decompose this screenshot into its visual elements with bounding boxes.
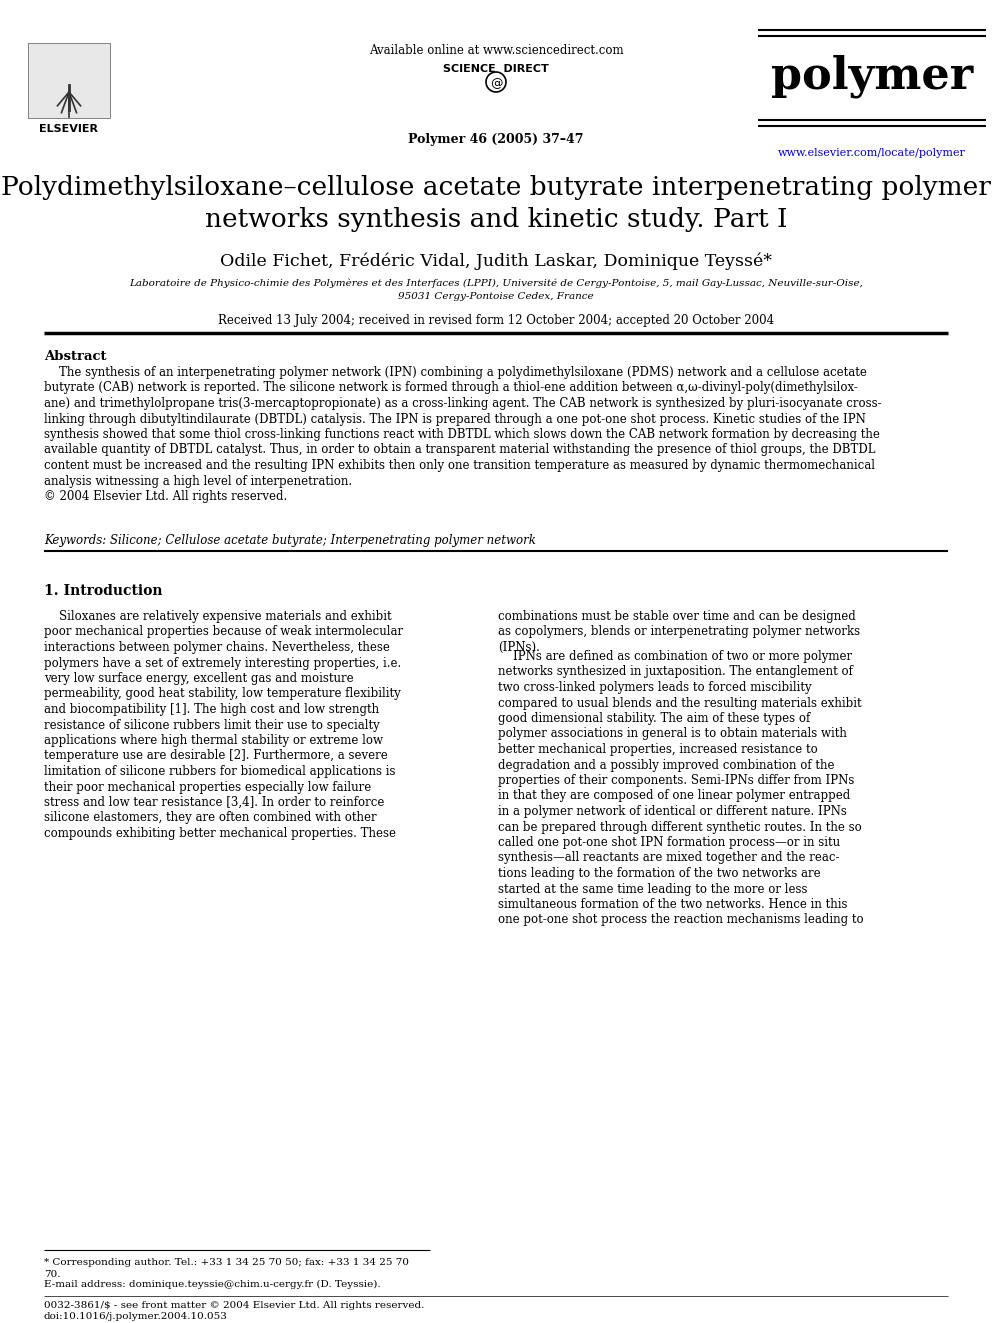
- Text: @: @: [490, 77, 502, 90]
- Bar: [28, 44, 110, 118]
- Text: 0032-3861/$ - see front matter © 2004 Elsevier Ltd. All rights reserved.: 0032-3861/$ - see front matter © 2004 El…: [44, 1301, 425, 1310]
- Text: SCIENCE  DIRECT: SCIENCE DIRECT: [443, 64, 549, 74]
- Text: E-mail address: dominique.teyssie@chim.u-cergy.fr (D. Teyssie).: E-mail address: dominique.teyssie@chim.u…: [44, 1279, 381, 1289]
- Text: * Corresponding author. Tel.: +33 1 34 25 70 50; fax: +33 1 34 25 70: * Corresponding author. Tel.: +33 1 34 2…: [44, 1258, 409, 1267]
- Text: Polymer 46 (2005) 37–47: Polymer 46 (2005) 37–47: [409, 134, 583, 146]
- Text: polymer: polymer: [771, 56, 973, 98]
- Text: www.elsevier.com/locate/polymer: www.elsevier.com/locate/polymer: [778, 148, 966, 157]
- Text: ELSEVIER: ELSEVIER: [40, 124, 98, 134]
- Text: Siloxanes are relatively expensive materials and exhibit
poor mechanical propert: Siloxanes are relatively expensive mater…: [44, 610, 403, 840]
- Text: Laboratoire de Physico-chimie des Polymères et des Interfaces (LPPI), Université: Laboratoire de Physico-chimie des Polymè…: [129, 278, 863, 287]
- Text: Available online at www.sciencedirect.com: Available online at www.sciencedirect.co…: [369, 44, 623, 57]
- Text: Abstract: Abstract: [44, 351, 106, 363]
- Text: Odile Fichet, Frédéric Vidal, Judith Laskar, Dominique Teyssé*: Odile Fichet, Frédéric Vidal, Judith Las…: [220, 251, 772, 270]
- Text: Received 13 July 2004; received in revised form 12 October 2004; accepted 20 Oct: Received 13 July 2004; received in revis…: [218, 314, 774, 327]
- Text: 95031 Cergy-Pontoise Cedex, France: 95031 Cergy-Pontoise Cedex, France: [398, 292, 594, 302]
- Text: doi:10.1016/j.polymer.2004.10.053: doi:10.1016/j.polymer.2004.10.053: [44, 1312, 228, 1320]
- Text: combinations must be stable over time and can be designed
as copolymers, blends : combinations must be stable over time an…: [498, 610, 860, 654]
- Text: The synthesis of an interpenetrating polymer network (IPN) combining a polydimet: The synthesis of an interpenetrating pol…: [44, 366, 882, 503]
- Text: IPNs are defined as combination of two or more polymer
networks synthesized in j: IPNs are defined as combination of two o…: [498, 650, 864, 926]
- Text: 1. Introduction: 1. Introduction: [44, 583, 163, 598]
- Text: Keywords: Silicone; Cellulose acetate butyrate; Interpenetrating polymer network: Keywords: Silicone; Cellulose acetate bu…: [44, 534, 536, 546]
- Text: Polydimethylsiloxane–cellulose acetate butyrate interpenetrating polymer
network: Polydimethylsiloxane–cellulose acetate b…: [1, 175, 991, 232]
- Text: 70.: 70.: [44, 1270, 61, 1279]
